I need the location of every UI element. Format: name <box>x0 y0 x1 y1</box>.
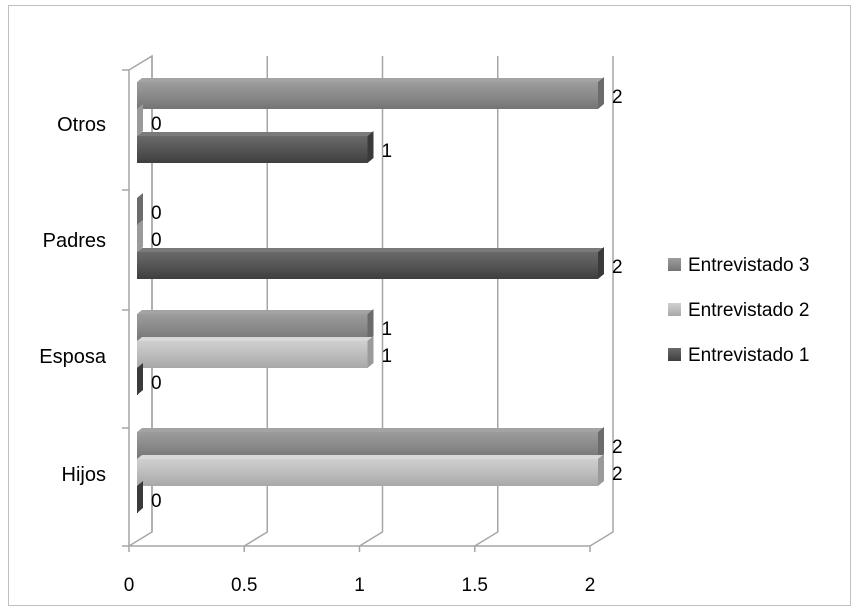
gridline <box>359 56 384 547</box>
bar-side <box>137 193 143 225</box>
y-tick-label: Padres <box>43 230 106 252</box>
bar-top <box>137 428 603 432</box>
data-labels: 2 2 0 1 1 0 0 0 2 2 0 1 <box>151 87 623 512</box>
bar-side <box>598 77 604 109</box>
bar-side <box>137 220 143 252</box>
bar <box>137 341 368 368</box>
gridlines <box>128 56 614 547</box>
bar-top <box>137 132 373 136</box>
data-label: 0 <box>151 114 162 135</box>
x-tick-label: 1.5 <box>462 575 488 596</box>
y-tick-label: Esposa <box>39 346 107 368</box>
bar <box>137 252 598 279</box>
legend-label: Entrevistado 1 <box>688 345 809 366</box>
data-label: 2 <box>612 257 623 278</box>
bar-side <box>137 104 143 136</box>
data-label: 0 <box>151 491 162 512</box>
legend-swatch <box>668 348 681 361</box>
bar <box>137 459 598 486</box>
data-label: 2 <box>612 464 623 485</box>
data-label: 2 <box>612 87 623 108</box>
data-label: 1 <box>382 141 393 162</box>
x-tick-label: 1 <box>354 575 365 596</box>
bar-side <box>137 481 143 513</box>
bar <box>137 136 368 163</box>
legend: Entrevistado 3 Entrevistado 2 Entrevistado… <box>668 255 809 366</box>
bar <box>137 82 598 109</box>
data-label: 2 <box>612 437 623 458</box>
x-tick-label: 0 <box>124 575 135 596</box>
bar-side <box>367 309 374 341</box>
legend-swatch <box>668 258 681 271</box>
legend-swatch <box>668 303 681 316</box>
bar-top <box>137 310 373 314</box>
bar-side <box>137 363 143 395</box>
bar-side <box>598 247 604 279</box>
gridline <box>243 56 268 547</box>
gridline <box>589 56 614 547</box>
data-label: 1 <box>382 319 393 340</box>
gridline <box>474 56 499 547</box>
bar-top <box>137 455 603 459</box>
bar <box>137 314 368 341</box>
y-tick-label: Hijos <box>62 464 106 486</box>
y-tick-label: Otros <box>57 114 106 136</box>
axes: 0 0.5 1 1.5 2 Hijos Esposa Padres Otros <box>39 69 596 596</box>
bar-top <box>137 248 603 252</box>
bar-side <box>598 427 604 459</box>
data-label: 0 <box>151 373 162 394</box>
x-tick-label: 0.5 <box>231 575 257 596</box>
bar-side <box>598 454 604 486</box>
bar <box>137 432 598 459</box>
data-label: 1 <box>382 346 393 367</box>
bar-side <box>367 131 374 163</box>
x-tick-label: 2 <box>585 575 596 596</box>
data-label: 0 <box>151 230 162 251</box>
bars <box>137 77 604 513</box>
bar-top <box>137 78 603 82</box>
legend-label: Entrevistado 3 <box>688 255 809 276</box>
gridline <box>128 56 153 547</box>
data-label: 0 <box>151 203 162 224</box>
bar-top <box>137 337 373 341</box>
legend-label: Entrevistado 2 <box>688 300 809 321</box>
bar-side <box>367 336 374 368</box>
